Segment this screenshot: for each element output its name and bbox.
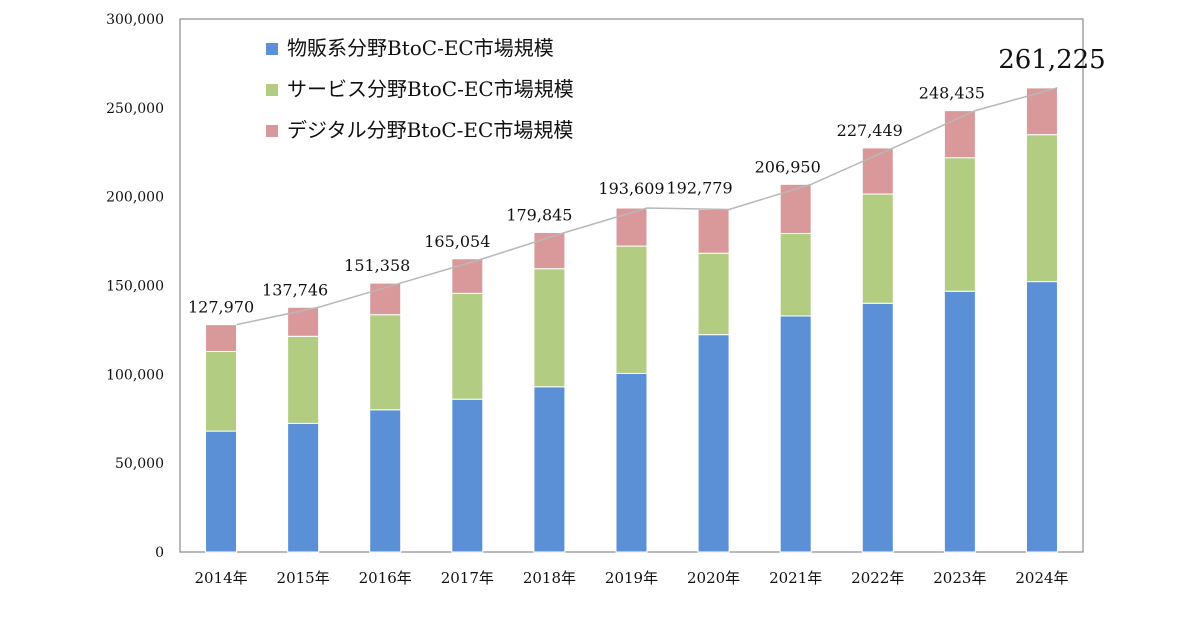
x-tick-label: 2021年	[769, 569, 822, 587]
total-label: 206,950	[755, 157, 821, 176]
x-tick-label: 2017年	[441, 569, 494, 587]
bar-segment-series-3	[615, 207, 648, 247]
bar-segment-series-1	[943, 290, 976, 553]
total-label: 127,970	[188, 298, 254, 317]
x-tick-label: 2019年	[605, 569, 658, 587]
bar-segment-series-1	[533, 386, 566, 553]
y-tick-label: 250,000	[106, 101, 164, 117]
total-label: 261,225	[998, 45, 1106, 75]
legend-swatch	[266, 84, 278, 96]
total-label: 227,449	[837, 121, 903, 140]
bar-segment-series-2	[533, 268, 566, 388]
y-tick-label: 100,000	[106, 367, 164, 383]
bar-segment-series-3	[451, 258, 484, 294]
bar-segment-series-2	[205, 350, 238, 432]
x-tick-label: 2015年	[277, 569, 330, 587]
bar-segment-series-1	[287, 422, 320, 553]
bar-segment-series-1	[615, 372, 648, 553]
total-connector-line	[236, 87, 1058, 326]
bar-segment-series-3	[205, 324, 238, 352]
x-tick-label: 2016年	[359, 569, 412, 587]
total-label: 192,779	[667, 178, 733, 197]
total-label: 179,845	[506, 205, 572, 224]
x-tick-label: 2020年	[687, 569, 740, 587]
legend: 物販系分野BtoC-EC市場規模サービス分野BtoC-EC市場規模デジタル分野B…	[266, 36, 574, 142]
bar-segment-series-3	[697, 208, 730, 254]
bar-segment-series-2	[697, 252, 730, 336]
x-tick-label: 2023年	[933, 569, 986, 587]
bar-segment-series-1	[861, 302, 894, 553]
bar-segment-series-2	[779, 232, 812, 317]
y-tick-label: 50,000	[115, 456, 164, 472]
bar-segment-series-1	[451, 398, 484, 553]
total-label: 193,609	[598, 179, 664, 198]
bar-segment-series-2	[861, 193, 894, 304]
y-tick-label: 300,000	[106, 12, 164, 28]
bar-segment-series-2	[615, 245, 648, 374]
x-tick-label: 2018年	[523, 569, 576, 587]
total-label: 165,054	[424, 232, 490, 251]
total-label: 137,746	[262, 280, 328, 299]
bar-segment-series-2	[1025, 134, 1058, 283]
bar-segment-series-2	[369, 314, 402, 411]
bar-segment-series-2	[287, 335, 320, 424]
legend-swatch	[266, 43, 278, 55]
bar-segment-series-3	[533, 231, 566, 270]
legend-swatch	[266, 125, 278, 137]
y-tick-label: 0	[155, 545, 164, 561]
bar-segment-series-3	[287, 306, 320, 337]
legend-label: サービス分野BtoC-EC市場規模	[287, 77, 574, 101]
bar-segment-series-1	[697, 334, 730, 553]
bar-segment-series-2	[943, 157, 976, 292]
x-tick-label: 2014年	[194, 569, 247, 587]
legend-label: デジタル分野BtoC-EC市場規模	[287, 118, 573, 142]
bar-segment-series-3	[861, 147, 894, 195]
bar-segment-series-1	[369, 409, 402, 553]
y-tick-label: 150,000	[106, 279, 164, 295]
x-tick-label: 2024年	[1015, 569, 1068, 587]
bar-segment-series-1	[205, 430, 238, 553]
bar-segment-series-1	[1025, 281, 1058, 553]
x-tick-label: 2022年	[851, 569, 904, 587]
y-tick-label: 200,000	[106, 190, 164, 206]
bar-segment-series-1	[779, 315, 812, 553]
total-label: 151,358	[344, 256, 410, 275]
total-label: 248,435	[919, 84, 985, 103]
legend-label: 物販系分野BtoC-EC市場規模	[287, 36, 554, 60]
bar-segment-series-2	[451, 292, 484, 400]
